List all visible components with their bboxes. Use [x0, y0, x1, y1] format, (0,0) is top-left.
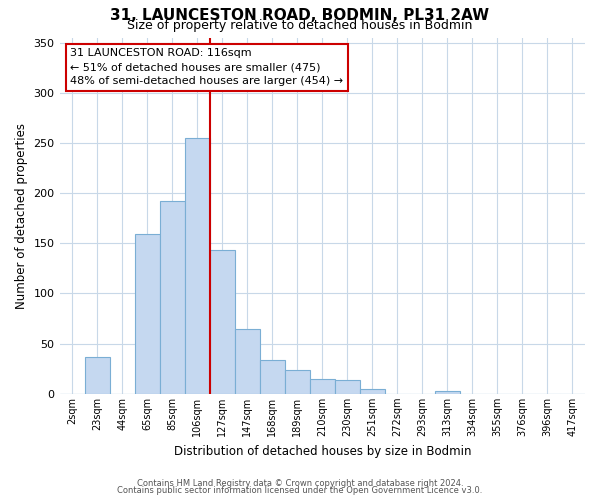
Bar: [285, 370, 310, 394]
Bar: [185, 138, 209, 394]
Bar: [260, 360, 285, 394]
Bar: [310, 379, 335, 394]
Text: Contains public sector information licensed under the Open Government Licence v3: Contains public sector information licen…: [118, 486, 482, 495]
X-axis label: Distribution of detached houses by size in Bodmin: Distribution of detached houses by size …: [173, 444, 471, 458]
Bar: [435, 391, 460, 394]
Text: 31 LAUNCESTON ROAD: 116sqm
← 51% of detached houses are smaller (475)
48% of sem: 31 LAUNCESTON ROAD: 116sqm ← 51% of deta…: [70, 48, 343, 86]
Text: Contains HM Land Registry data © Crown copyright and database right 2024.: Contains HM Land Registry data © Crown c…: [137, 478, 463, 488]
Bar: [209, 250, 235, 394]
Bar: [134, 234, 160, 394]
Bar: [85, 356, 110, 394]
Bar: [235, 328, 260, 394]
Bar: [360, 389, 385, 394]
Bar: [335, 380, 360, 394]
Text: Size of property relative to detached houses in Bodmin: Size of property relative to detached ho…: [127, 19, 473, 32]
Bar: [160, 201, 185, 394]
Y-axis label: Number of detached properties: Number of detached properties: [15, 122, 28, 308]
Text: 31, LAUNCESTON ROAD, BODMIN, PL31 2AW: 31, LAUNCESTON ROAD, BODMIN, PL31 2AW: [110, 8, 490, 22]
